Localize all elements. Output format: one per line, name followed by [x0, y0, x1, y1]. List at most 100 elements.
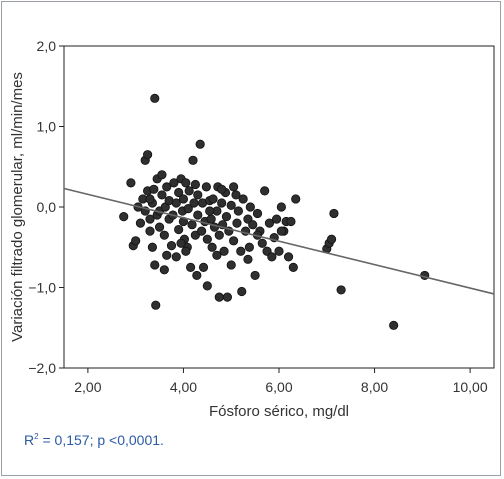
- x-tick-label: 2,00: [74, 379, 101, 395]
- data-point: [276, 202, 286, 212]
- data-point: [189, 198, 199, 208]
- data-point: [195, 139, 205, 149]
- data-point: [171, 252, 181, 262]
- y-tick-label: 0,0: [37, 199, 57, 215]
- data-point: [159, 230, 169, 240]
- data-point: [222, 292, 232, 302]
- data-point: [147, 242, 157, 252]
- data-point: [169, 178, 179, 188]
- data-point: [192, 270, 202, 281]
- data-point: [198, 262, 209, 272]
- data-point: [233, 206, 243, 216]
- data-point: [267, 252, 277, 262]
- stats-text: = 0,157; p <0,0001.: [42, 432, 164, 448]
- data-point: [149, 184, 159, 194]
- data-point: [226, 200, 236, 210]
- data-point: [329, 208, 339, 219]
- data-point: [202, 234, 212, 244]
- data-point: [257, 238, 267, 248]
- data-point: [206, 214, 216, 224]
- y-tick-label: 1,0: [37, 119, 57, 135]
- data-point: [150, 93, 160, 103]
- data-point: [286, 216, 296, 227]
- data-point: [243, 254, 253, 264]
- data-point: [183, 204, 193, 214]
- fit-line-group: [63, 187, 495, 295]
- data-point: [126, 178, 136, 188]
- stats-annotation: R2 = 0,157; p <0,0001.: [24, 432, 164, 448]
- data-point: [202, 281, 212, 291]
- data-point: [205, 206, 215, 216]
- data-point: [159, 265, 169, 275]
- data-point: [214, 230, 224, 240]
- data-point: [212, 250, 222, 260]
- data-point: [219, 246, 229, 256]
- data-point: [229, 182, 239, 192]
- data-point: [260, 186, 270, 196]
- data-point: [197, 226, 207, 236]
- data-point: [178, 194, 189, 204]
- data-point: [135, 218, 146, 228]
- data-point: [291, 194, 301, 204]
- data-point: [188, 155, 198, 165]
- data-point: [184, 186, 194, 196]
- data-point: [208, 194, 218, 204]
- data-point: [151, 300, 161, 310]
- data-point: [174, 187, 184, 198]
- data-point: [119, 212, 129, 222]
- data-point: [193, 210, 203, 220]
- data-point: [238, 194, 248, 204]
- stats-prefix: R: [24, 432, 35, 448]
- data-point: [162, 182, 172, 192]
- data-point: [166, 241, 177, 251]
- y-tick-label: 2,0: [37, 38, 57, 54]
- data-point: [389, 320, 399, 330]
- y-tick-label: −2,0: [28, 360, 56, 376]
- data-point: [248, 220, 258, 230]
- data-point: [157, 190, 167, 200]
- x-tick-label: 8,00: [361, 379, 388, 395]
- x-tick-label: 4,00: [170, 379, 197, 395]
- data-point: [326, 234, 337, 244]
- data-point: [207, 242, 217, 252]
- data-point: [288, 262, 298, 272]
- data-point: [283, 252, 294, 262]
- data-points: [119, 93, 430, 330]
- data-point: [264, 218, 275, 228]
- stats-superscript: 2: [34, 432, 39, 441]
- data-point: [237, 286, 247, 297]
- y-axis-label: Variación filtrado glomerular, ml/min/me…: [9, 72, 26, 342]
- x-axis-label: Fósforo sérico, mg/dl: [209, 403, 349, 420]
- data-point: [131, 236, 141, 246]
- ticks: 2,00 4,00 6,00 8,00 10,00 2,0 1,0 0,0 −1,0 −2,0: [28, 38, 487, 395]
- data-point: [229, 236, 239, 246]
- data-point: [214, 292, 224, 302]
- data-point: [157, 170, 167, 180]
- data-point: [236, 246, 246, 256]
- data-point: [154, 222, 165, 232]
- data-point: [174, 224, 184, 235]
- x-tick-label: 10,00: [453, 379, 488, 395]
- y-tick-label: −1,0: [28, 280, 56, 296]
- data-point: [217, 184, 227, 194]
- data-point: [181, 246, 191, 256]
- data-point: [226, 260, 236, 270]
- data-point: [245, 202, 255, 212]
- data-point: [252, 208, 263, 219]
- data-point: [145, 214, 155, 224]
- data-point: [143, 150, 153, 160]
- data-point: [187, 220, 197, 230]
- data-point: [145, 226, 155, 236]
- data-point: [272, 214, 282, 224]
- data-point: [244, 242, 254, 252]
- data-point: [232, 218, 242, 228]
- data-point: [217, 198, 227, 208]
- x-tick-label: 6,00: [265, 379, 292, 395]
- data-point: [274, 246, 284, 256]
- data-point: [171, 198, 181, 208]
- data-point: [276, 226, 286, 236]
- data-point: [186, 262, 196, 272]
- data-point: [221, 212, 232, 222]
